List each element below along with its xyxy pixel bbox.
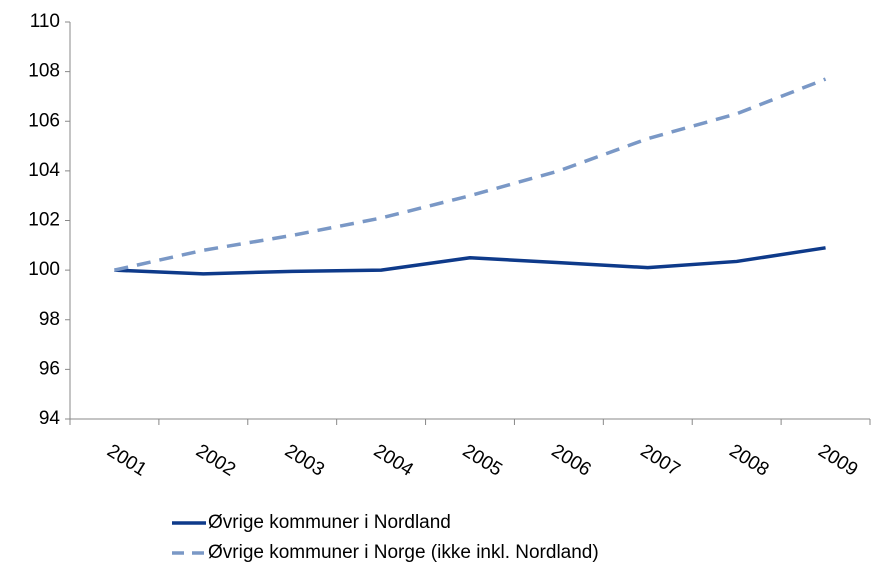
x-tick-label: 2003	[281, 440, 328, 480]
y-tick-label: 104	[28, 160, 60, 181]
y-tick-label: 110	[30, 11, 60, 32]
x-tick-label: 2006	[548, 440, 595, 480]
x-tick-label: 2001	[103, 440, 150, 480]
x-tick-label: 2008	[725, 440, 772, 480]
y-tick-label: 108	[28, 61, 60, 82]
x-tick-label: 2002	[192, 440, 239, 480]
x-tick-label: 2004	[370, 440, 417, 480]
y-tick-label: 96	[39, 358, 60, 379]
series-line	[114, 77, 827, 272]
y-tick-label: 100	[28, 259, 60, 280]
x-tick-label: 2005	[459, 440, 506, 480]
legend-label: Øvrige kommuner i Nordland	[208, 512, 451, 533]
y-tick-label: 98	[39, 309, 60, 330]
y-tick-label: 106	[28, 110, 60, 131]
x-tick-label: 2009	[814, 440, 861, 480]
y-tick-label: 94	[39, 408, 61, 429]
x-tick-label: 2007	[637, 440, 684, 480]
legend-label: Øvrige kommuner i Norge (ikke inkl. Nord…	[208, 542, 599, 563]
y-tick-label: 102	[28, 210, 60, 231]
series-line	[114, 246, 826, 276]
